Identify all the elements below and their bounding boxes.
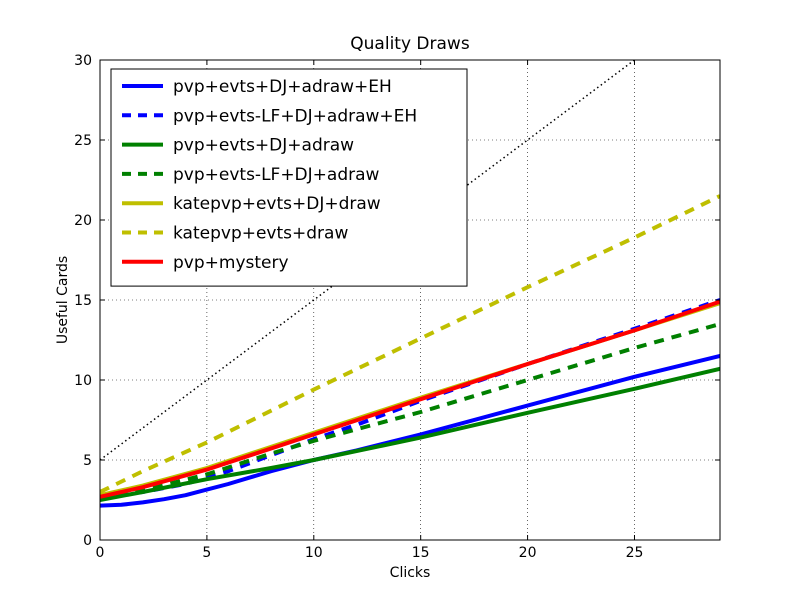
legend-box — [110, 68, 468, 287]
x-tick-label: 20 — [519, 545, 537, 561]
series-line-4 — [100, 322, 720, 501]
axis-ticks: 0 5 10 15 20 25 0 5 10 15 20 25 30 — [74, 53, 720, 561]
y-tick-label: 10 — [74, 373, 92, 389]
series-line-6 — [100, 194, 720, 494]
y-tick-label: 15 — [74, 293, 92, 309]
legend-label-7: pvp+mystery — [173, 253, 289, 273]
legend-label-4: pvp+evts-LF+DJ+adraw — [173, 165, 380, 185]
legend-label-2: pvp+evts-LF+DJ+adraw+EH — [173, 106, 417, 126]
y-tick-label: 25 — [74, 133, 92, 149]
x-tick-label: 10 — [305, 545, 323, 561]
x-tick-label: 5 — [202, 545, 211, 561]
y-axis-label: Useful Cards — [55, 256, 71, 344]
x-tick-label: 0 — [96, 545, 105, 561]
legend-label-6: katepvp+evts+draw — [173, 224, 348, 244]
legend-label-5: katepvp+evts+DJ+draw — [173, 194, 381, 214]
y-tick-label: 30 — [74, 53, 92, 69]
series-line-3 — [100, 366, 720, 502]
x-tick-label: 15 — [412, 545, 430, 561]
y-tick-label: 20 — [74, 213, 92, 229]
series-line-7 — [100, 299, 720, 499]
x-tick-label: 25 — [626, 545, 644, 561]
legend-label-1: pvp+evts+DJ+adraw+EH — [173, 77, 392, 97]
y-tick-label: 0 — [83, 533, 92, 549]
series-line-1 — [100, 354, 720, 508]
y-tick-label: 5 — [83, 453, 92, 469]
chart-title: Quality Draws — [350, 34, 470, 54]
legend: pvp+evts+DJ+adraw+EH pvp+evts-LF+DJ+adraw… — [110, 68, 468, 287]
x-axis-label: Clicks — [390, 565, 431, 581]
legend-label-3: pvp+evts+DJ+adraw — [173, 136, 354, 156]
